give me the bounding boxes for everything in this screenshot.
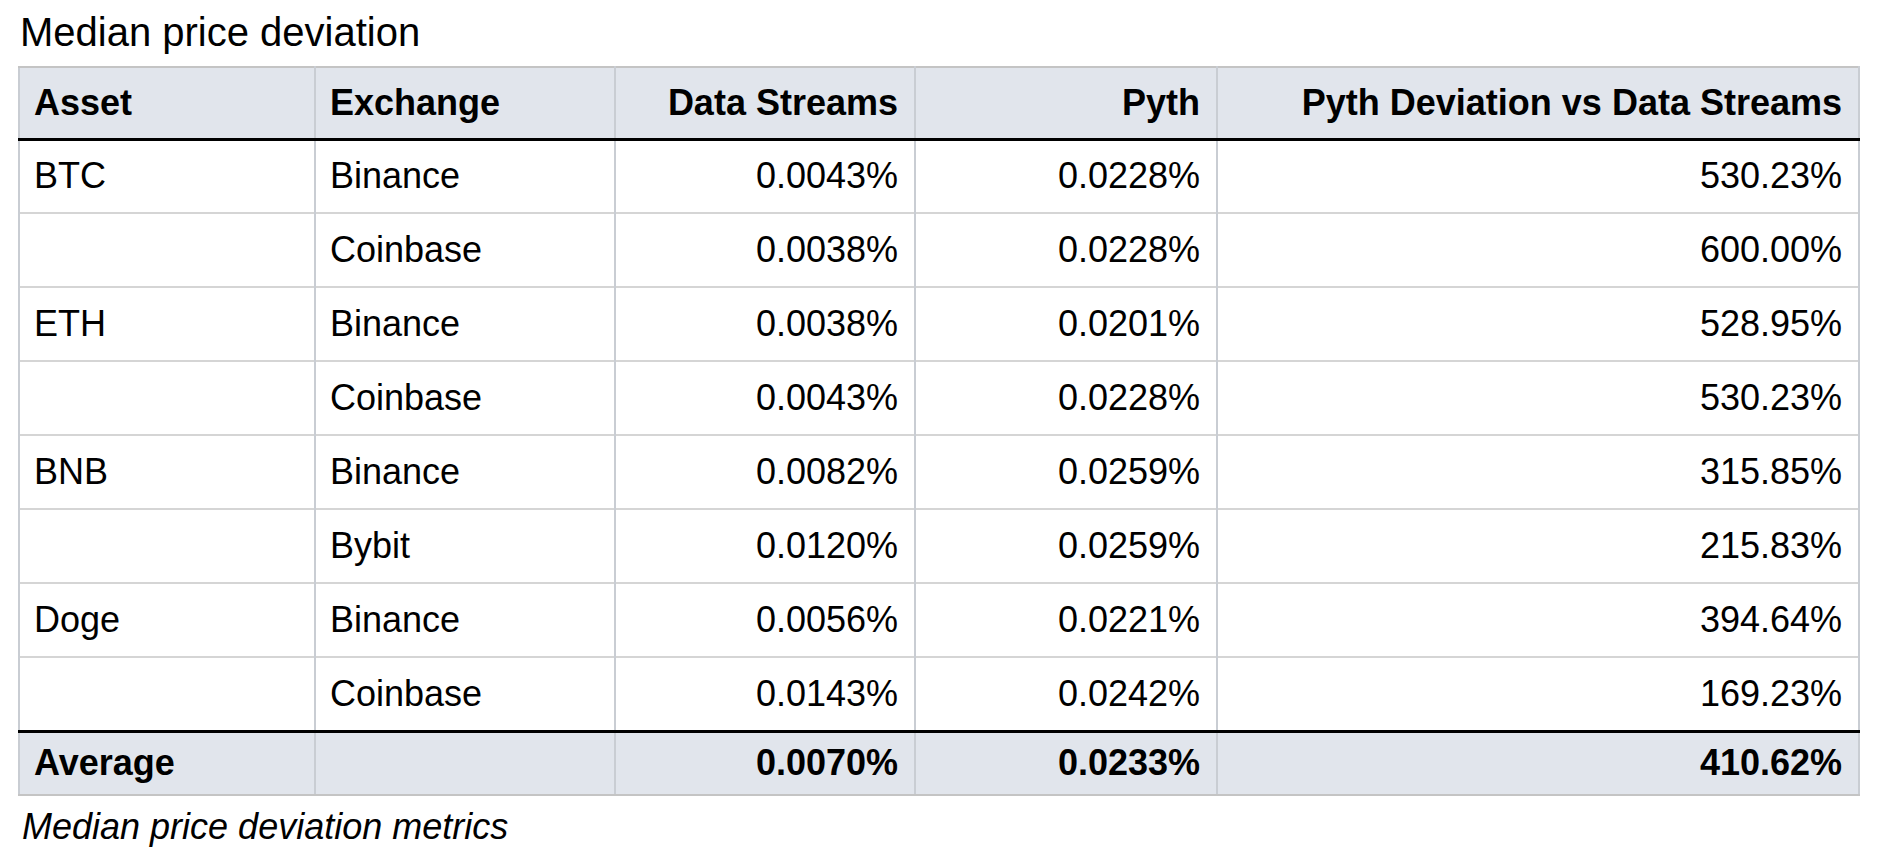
table-cell: BTC — [19, 139, 315, 213]
table-caption: Median price deviation metrics — [22, 806, 1882, 848]
table-cell: 0.0242% — [915, 657, 1217, 731]
table-cell: 215.83% — [1217, 509, 1859, 583]
table-cell: Binance — [315, 139, 615, 213]
table-row: BNBBinance0.0082%0.0259%315.85% — [19, 435, 1859, 509]
table-cell: Bybit — [315, 509, 615, 583]
column-header-data-streams: Data Streams — [615, 67, 915, 139]
table-cell: 394.64% — [1217, 583, 1859, 657]
footer-cell — [315, 731, 615, 795]
table-cell: Binance — [315, 583, 615, 657]
table-cell: ETH — [19, 287, 315, 361]
table-row: Coinbase0.0043%0.0228%530.23% — [19, 361, 1859, 435]
table-cell: 0.0082% — [615, 435, 915, 509]
footer-cell: 0.0233% — [915, 731, 1217, 795]
table-cell: 528.95% — [1217, 287, 1859, 361]
table-cell: Binance — [315, 435, 615, 509]
page: ‘ Median price deviation Asset Exchange … — [0, 8, 1882, 848]
column-header-pyth-deviation: Pyth Deviation vs Data Streams — [1217, 67, 1859, 139]
table-row: ETHBinance0.0038%0.0201%528.95% — [19, 287, 1859, 361]
table-row: BTCBinance0.0043%0.0228%530.23% — [19, 139, 1859, 213]
footer-cell: 0.0070% — [615, 731, 915, 795]
average-row: Average 0.0070%0.0233%410.62% — [19, 731, 1859, 795]
table-cell: 0.0201% — [915, 287, 1217, 361]
table-cell — [19, 509, 315, 583]
column-header-asset: Asset — [19, 67, 315, 139]
table-cell: 0.0259% — [915, 435, 1217, 509]
table-footer: Average 0.0070%0.0233%410.62% — [19, 731, 1859, 795]
table-cell: Coinbase — [315, 213, 615, 287]
table-cell: 0.0043% — [615, 139, 915, 213]
column-header-pyth: Pyth — [915, 67, 1217, 139]
footer-cell: Average — [19, 731, 315, 795]
table-cell: 0.0221% — [915, 583, 1217, 657]
table-row: DogeBinance0.0056%0.0221%394.64% — [19, 583, 1859, 657]
table-cell: 530.23% — [1217, 361, 1859, 435]
table-cell: Doge — [19, 583, 315, 657]
table-cell: Coinbase — [315, 361, 615, 435]
table-cell: 0.0259% — [915, 509, 1217, 583]
column-header-exchange: Exchange — [315, 67, 615, 139]
table-row: Coinbase0.0038%0.0228%600.00% — [19, 213, 1859, 287]
stray-mark: ‘ — [7, 0, 13, 16]
table-cell: 0.0228% — [915, 139, 1217, 213]
table-body: BTCBinance0.0043%0.0228%530.23%Coinbase0… — [19, 139, 1859, 731]
table-cell: Binance — [315, 287, 615, 361]
table-cell: 315.85% — [1217, 435, 1859, 509]
table-cell: 0.0038% — [615, 287, 915, 361]
table-row: Coinbase0.0143%0.0242%169.23% — [19, 657, 1859, 731]
page-title: Median price deviation — [20, 8, 1882, 56]
table-cell: 0.0043% — [615, 361, 915, 435]
table-cell — [19, 213, 315, 287]
table-cell — [19, 361, 315, 435]
median-price-deviation-table: Asset Exchange Data Streams Pyth Pyth De… — [18, 66, 1860, 796]
table-cell: 169.23% — [1217, 657, 1859, 731]
table-cell: BNB — [19, 435, 315, 509]
table-cell: 530.23% — [1217, 139, 1859, 213]
table-row: Bybit0.0120%0.0259%215.83% — [19, 509, 1859, 583]
table-header: Asset Exchange Data Streams Pyth Pyth De… — [19, 67, 1859, 139]
table-cell: 0.0228% — [915, 213, 1217, 287]
table-cell: 0.0038% — [615, 213, 915, 287]
table-cell: Coinbase — [315, 657, 615, 731]
table-cell: 0.0120% — [615, 509, 915, 583]
table-cell: 0.0228% — [915, 361, 1217, 435]
footer-cell: 410.62% — [1217, 731, 1859, 795]
table-cell: 0.0056% — [615, 583, 915, 657]
header-row: Asset Exchange Data Streams Pyth Pyth De… — [19, 67, 1859, 139]
table-cell: 600.00% — [1217, 213, 1859, 287]
table-cell: 0.0143% — [615, 657, 915, 731]
table-cell — [19, 657, 315, 731]
